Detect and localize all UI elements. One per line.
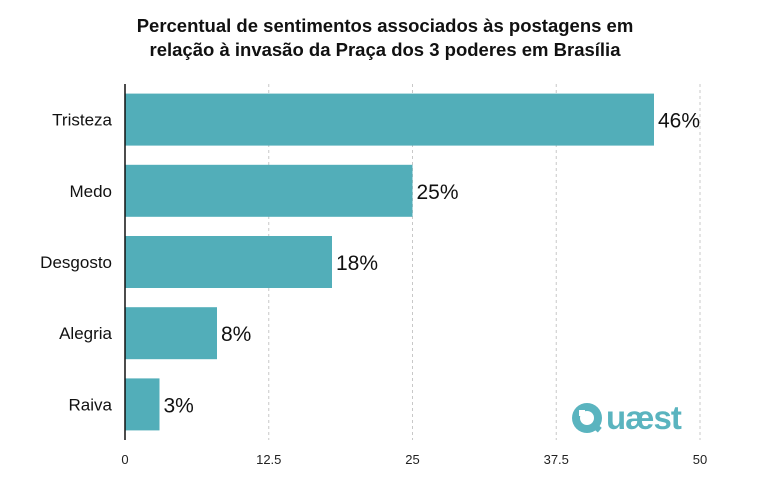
bar-2 — [125, 236, 332, 288]
chart-title: Percentual de sentimentos associados às … — [0, 14, 770, 62]
value-label-3: 8% — [221, 323, 251, 346]
x-tick-label-4: 50 — [693, 452, 707, 467]
category-label-4: Raiva — [69, 395, 113, 414]
category-label-0: Tristeza — [52, 111, 112, 130]
category-label-3: Alegria — [59, 324, 112, 343]
value-label-0: 46% — [658, 110, 700, 133]
value-label-2: 18% — [336, 252, 378, 275]
value-label-1: 25% — [417, 181, 459, 204]
category-label-2: Desgosto — [40, 253, 112, 272]
bar-0 — [125, 93, 654, 146]
x-tick-label-1: 12.5 — [256, 452, 281, 467]
quaest-logo-text: uæst — [606, 399, 682, 436]
value-label-4: 3% — [164, 394, 194, 417]
bar-3 — [125, 307, 217, 360]
category-label-1: Medo — [69, 182, 112, 201]
x-tick-label-2: 25 — [405, 452, 419, 467]
chart-title-line-1: Percentual de sentimentos associados às … — [136, 15, 634, 36]
bar-4 — [125, 378, 160, 431]
quaest-logo: uæst — [568, 398, 688, 438]
bar-1 — [125, 164, 413, 217]
quaest-logo-icon — [572, 403, 602, 433]
x-tick-label-0: 0 — [121, 452, 128, 467]
chart-title-line-2: relação à invasão da Praça dos 3 poderes… — [149, 39, 621, 60]
x-tick-label-3: 37.5 — [544, 452, 569, 467]
